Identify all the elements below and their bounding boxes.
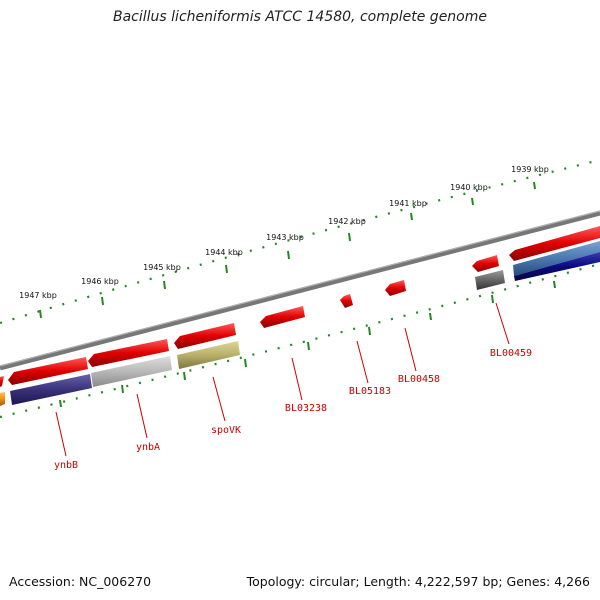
topology-text: Topology: circular; Length: 4,222,597 bp… (246, 574, 590, 589)
tick-label: 1941 kbp (389, 199, 427, 208)
gene-arrow[interactable] (8, 357, 88, 385)
gene-block-orange[interactable] (0, 392, 5, 406)
gene-label-BL05183[interactable]: BL05183 (349, 386, 391, 397)
gene-label-ynbB[interactable]: ynbB (54, 460, 78, 471)
gene-label-BL00458[interactable]: BL00458 (398, 374, 440, 385)
gene-arrow[interactable] (174, 323, 236, 349)
reverse-strand-genes (0, 241, 600, 406)
gene-label-BL00459[interactable]: BL00459 (490, 348, 532, 359)
tick-label: 1940 kbp (450, 183, 488, 192)
genome-backbone (0, 210, 600, 371)
tick-label: 1939 kbp (511, 165, 549, 174)
map-title: Bacillus licheniformis ATCC 14580, compl… (113, 9, 487, 25)
accession-text: Accession: NC_006270 (9, 574, 152, 589)
gene-block-navy[interactable] (514, 252, 600, 281)
label-leaders (55, 302, 510, 457)
tick-label: 1945 kbp (143, 263, 181, 272)
forward-strand-genes (0, 226, 600, 387)
tick-label: 1947 kbp (19, 291, 57, 300)
gene-label-spoVK[interactable]: spoVK (211, 425, 241, 436)
gene-arrow[interactable] (509, 226, 600, 261)
gene-arrow[interactable] (385, 280, 406, 296)
gene-block-blue[interactable] (513, 241, 600, 276)
gene-block-BL00459[interactable] (475, 270, 505, 290)
tick-label: 1946 kbp (81, 277, 119, 286)
outer-major-ticks (39, 181, 536, 319)
tick-label: 1942 kbp (328, 217, 366, 226)
gene-block-ynbB[interactable] (10, 374, 92, 405)
gene-block-ynbA[interactable] (91, 356, 172, 387)
outer-tick-ring (0, 158, 600, 325)
tick-label: 1943 kbp (266, 233, 304, 242)
inner-tick-ring (0, 262, 600, 419)
gene-arrow[interactable] (472, 255, 499, 272)
inner-major-ticks (59, 280, 556, 408)
gene-label-BL03238[interactable]: BL03238 (285, 403, 327, 414)
gene-arrow[interactable] (0, 376, 4, 387)
gene-block-spoVK[interactable] (177, 341, 240, 369)
gene-arrow[interactable] (260, 306, 305, 328)
gene-arrow[interactable] (340, 294, 353, 308)
tick-label: 1944 kbp (205, 248, 243, 257)
gene-label-ynbA[interactable]: ynbA (136, 442, 160, 453)
gene-arrow[interactable] (88, 339, 169, 367)
